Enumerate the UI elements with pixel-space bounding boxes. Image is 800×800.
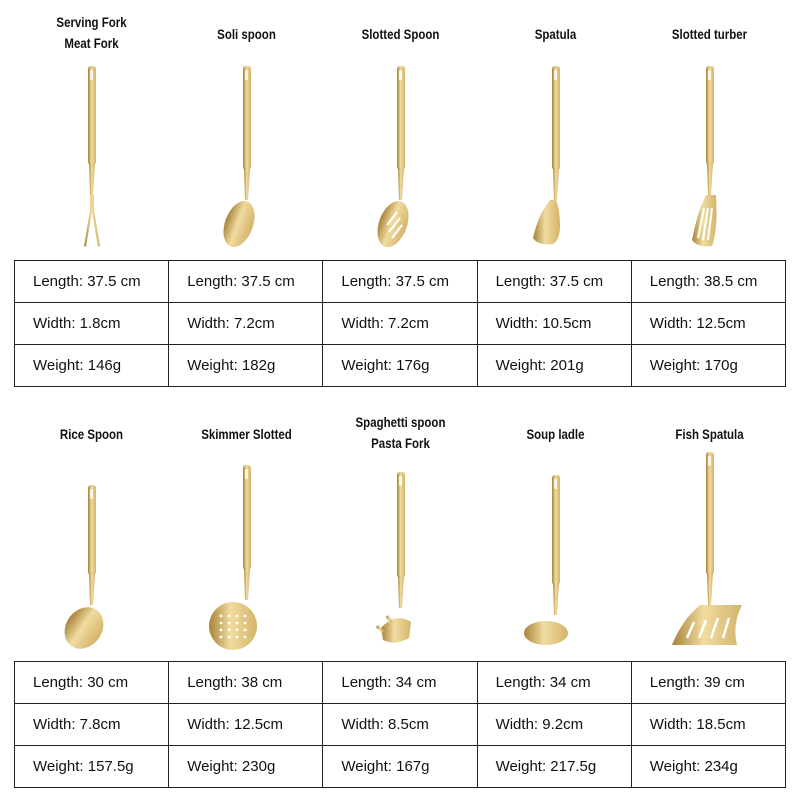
spoon-icon (222, 66, 255, 248)
spec-cell-weight: Weight: 234g (630, 745, 787, 788)
bottom-section: Rice Spoon Skimmer Slotted Spaghetti spo… (13, 400, 787, 800)
title-line: Pasta Fork (371, 435, 430, 451)
title-line: Meat Fork (64, 35, 119, 51)
spec-cell-length: Length: 37.5 cm (168, 260, 324, 303)
spec-cell-width: Width: 7.8cm (13, 703, 170, 746)
spec-cell-weight: Weight: 167g (322, 745, 478, 788)
utensil-title: Soup ladle (491, 424, 618, 445)
spec-cell-weight: Weight: 230g (168, 745, 324, 788)
utensil-row: Rice Spoon Skimmer Slotted Spaghetti spo… (14, 400, 787, 650)
spec-row-width: Width: 1.8cm Width: 7.2cm Width: 7.2cm Widt… (13, 302, 787, 345)
utensil-item: Soli spoon (169, 0, 324, 248)
utensil-item: Skimmer Slotted (169, 400, 324, 650)
slotted-turner-icon (692, 66, 717, 247)
spec-cell-width: Width: 12.5cm (630, 302, 787, 345)
title-line: Slotted Spoon (361, 26, 440, 42)
fish-spatula-icon (672, 452, 742, 645)
title-line: Fish Spatula (675, 426, 744, 442)
spec-table: Length: 37.5 cm Length: 37.5 cm Length: 37… (13, 260, 787, 387)
title-line: Soli spoon (216, 26, 276, 42)
utensil-title: Fish Spatula (646, 424, 773, 445)
utensil-title: Slotted Spoon (337, 24, 464, 45)
spec-row-weight: Weight: 157.5g Weight: 230g Weight: 167g We… (13, 745, 787, 788)
spec-cell-weight: Weight: 176g (322, 344, 478, 387)
spec-cell-weight: Weight: 182g (168, 344, 324, 387)
spec-cell-weight: Weight: 157.5g (13, 745, 170, 788)
spec-row-width: Width: 7.8cm Width: 12.5cm Width: 8.5cm Wid… (13, 703, 787, 746)
rice-spoon-icon (64, 485, 104, 649)
title-line: Spaghetti spoon (355, 414, 446, 430)
utensil-item: Spatula (478, 0, 633, 245)
spec-cell-width: Width: 9.2cm (476, 703, 632, 746)
spec-cell-width: Width: 10.5cm (476, 302, 632, 345)
spec-cell-length: Length: 38.5 cm (630, 260, 787, 303)
spec-cell-weight: Weight: 170g (630, 344, 787, 387)
utensil-item: Rice Spoon (14, 400, 169, 649)
utensil-title: Spatula (491, 24, 618, 45)
spec-cell-width: Width: 18.5cm (630, 703, 787, 746)
utensil-title: Soli spoon (182, 24, 309, 45)
title-line: Skimmer Slotted (200, 426, 292, 442)
spec-row-weight: Weight: 146g Weight: 182g Weight: 176g Weig… (13, 344, 787, 387)
utensil-item: Slotted turber (632, 0, 787, 247)
spec-row-length: Length: 30 cm Length: 38 cm Length: 34 cm L… (13, 661, 787, 704)
spec-cell-length: Length: 34 cm (322, 661, 478, 704)
spec-cell-width: Width: 7.2cm (322, 302, 478, 345)
spec-cell-length: Length: 30 cm (13, 661, 170, 704)
title-line: Spatula (534, 26, 576, 42)
pasta-fork-icon (375, 472, 411, 643)
spec-cell-length: Length: 38 cm (168, 661, 324, 704)
spec-cell-weight: Weight: 217.5g (476, 745, 632, 788)
utensil-item: Fish Spatula (632, 400, 787, 645)
fork-icon (84, 66, 100, 247)
utensil-item: Serving Fork Meat Fork (14, 0, 169, 247)
spec-cell-length: Length: 37.5 cm (13, 260, 170, 303)
ladle-icon (523, 475, 568, 645)
title-line: Serving Fork (56, 14, 127, 30)
utensil-title: Skimmer Slotted (182, 424, 309, 445)
utensil-title: Rice Spoon (28, 424, 155, 445)
top-section: Serving Fork Meat Fork Soli spoon Slotted… (13, 0, 787, 400)
title-line: Slotted turber (671, 26, 748, 42)
utensil-item: Spaghetti spoon Pasta Fork (323, 400, 478, 643)
spec-table: Length: 30 cm Length: 38 cm Length: 34 cm L… (13, 661, 787, 788)
utensil-item: Slotted Spoon (323, 0, 478, 248)
utensil-row: Serving Fork Meat Fork Soli spoon Slotted… (14, 0, 787, 248)
spec-row-length: Length: 37.5 cm Length: 37.5 cm Length: 37… (13, 260, 787, 303)
spec-cell-width: Width: 12.5cm (168, 703, 324, 746)
spatula-icon (532, 66, 560, 245)
title-line: Soup ladle (525, 426, 585, 442)
utensil-title: Spaghetti spoon Pasta Fork (337, 412, 464, 454)
spec-cell-width: Width: 8.5cm (322, 703, 478, 746)
utensil-item: Soup ladle (478, 400, 633, 645)
spec-cell-length: Length: 37.5 cm (476, 260, 632, 303)
skimmer-icon (208, 465, 257, 650)
title-line: Rice Spoon (59, 426, 124, 442)
spec-cell-length: Length: 39 cm (630, 661, 787, 704)
spec-cell-weight: Weight: 146g (13, 344, 170, 387)
slotted-spoon-icon (377, 66, 409, 248)
spec-cell-width: Width: 7.2cm (168, 302, 324, 345)
utensil-title: Serving Fork Meat Fork (28, 12, 155, 54)
spec-cell-length: Length: 37.5 cm (322, 260, 478, 303)
spec-cell-length: Length: 34 cm (476, 661, 632, 704)
spec-cell-weight: Weight: 201g (476, 344, 632, 387)
utensil-title: Slotted turber (646, 24, 773, 45)
spec-cell-width: Width: 1.8cm (13, 302, 170, 345)
